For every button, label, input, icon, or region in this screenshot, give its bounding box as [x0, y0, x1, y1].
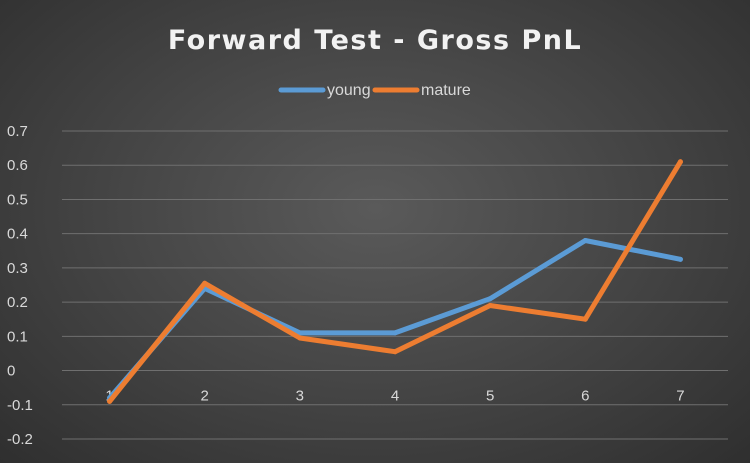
- y-tick-label: 0.6: [7, 157, 28, 174]
- data-point-mature: [107, 398, 113, 404]
- data-point-young: [582, 238, 588, 244]
- data-point-young: [487, 296, 493, 302]
- y-tick-label: 0.5: [7, 191, 28, 208]
- x-axis-ticks: 1234567: [105, 388, 684, 405]
- y-tick-label: 0.7: [7, 123, 28, 140]
- y-tick-label: 0.3: [7, 260, 28, 277]
- x-tick-label: 3: [296, 388, 304, 405]
- data-point-mature: [582, 316, 588, 322]
- data-point-mature: [677, 159, 683, 165]
- data-point-mature: [202, 280, 208, 286]
- x-tick-label: 5: [486, 388, 494, 405]
- legend-label-young: young: [327, 82, 371, 99]
- y-tick-label: 0.2: [7, 294, 28, 311]
- data-point-young: [392, 330, 398, 336]
- series-line-mature: [107, 159, 683, 404]
- x-tick-label: 2: [201, 388, 209, 405]
- legend-label-mature: mature: [421, 82, 471, 99]
- x-tick-label: 4: [391, 388, 399, 405]
- series-lines: [107, 159, 683, 404]
- y-tick-label: -0.1: [7, 397, 33, 414]
- y-axis-ticks: 0.7 0.6 0.5 0.4 0.3 0.2 0.1 0 -0.1 -0.2: [7, 123, 33, 448]
- gridlines: [62, 130, 728, 440]
- data-point-mature: [487, 303, 493, 309]
- y-tick-label: 0.1: [7, 328, 28, 345]
- y-tick-label: 0: [7, 363, 15, 380]
- data-point-young: [677, 256, 683, 262]
- y-tick-label: 0.4: [7, 226, 28, 243]
- x-tick-label: 6: [581, 388, 589, 405]
- series-line-young: [107, 238, 683, 401]
- y-tick-label: -0.2: [7, 431, 33, 448]
- chart-title: Forward Test - Gross PnL: [168, 25, 582, 56]
- x-tick-label: 7: [676, 388, 684, 405]
- data-point-young: [297, 330, 303, 336]
- data-point-mature: [392, 349, 398, 355]
- legend: young mature: [278, 82, 471, 99]
- data-point-mature: [297, 335, 303, 341]
